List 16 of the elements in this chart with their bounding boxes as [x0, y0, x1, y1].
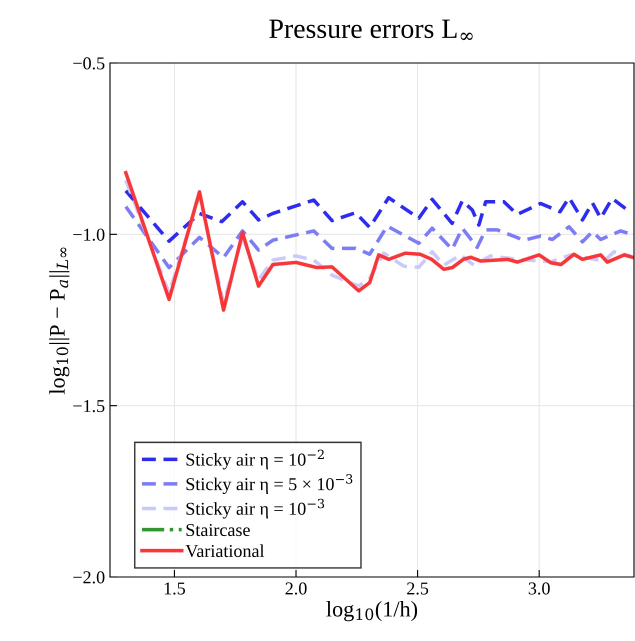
y-tick-label: −1.0 — [73, 228, 104, 241]
x-tick-label: 1.5 — [164, 582, 186, 595]
x-axis-title: log$_{10}$(1/h) — [326, 601, 418, 622]
y-axis-title: log$_{10}$||P − P$_{a}$||$_{L∞}$ — [49, 248, 70, 394]
legend-label: Sticky air η = 10$^{−3}$ — [186, 498, 324, 519]
legend-label: Sticky air η = 10$^{−2}$ — [186, 450, 324, 470]
y-tick-label: −1.5 — [73, 400, 104, 412]
legend-label: Variational — [186, 544, 264, 558]
y-tick-label: −2.0 — [73, 571, 104, 584]
y-tick-label: −0.5 — [73, 57, 104, 70]
legend-label: Staircase — [186, 524, 250, 536]
chart-title: Pressure errors L$_{∞}$ — [269, 20, 473, 40]
legend-label: Sticky air η = 5 × 10$^{−3}$ — [186, 474, 352, 494]
x-tick-label: 2.5 — [407, 582, 428, 595]
x-tick-label: 3.0 — [528, 582, 550, 595]
x-tick-label: 2.0 — [286, 582, 307, 595]
